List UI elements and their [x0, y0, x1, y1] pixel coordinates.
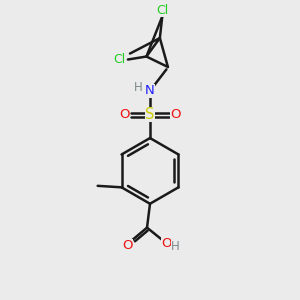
Text: O: O [170, 108, 181, 121]
Text: O: O [119, 108, 130, 121]
Text: H: H [134, 81, 143, 94]
Text: O: O [122, 239, 133, 252]
Text: Cl: Cl [113, 53, 126, 66]
Text: O: O [161, 237, 171, 250]
Text: S: S [145, 107, 155, 122]
Text: Cl: Cl [157, 4, 169, 17]
Text: H: H [171, 240, 179, 253]
Text: N: N [145, 84, 155, 98]
